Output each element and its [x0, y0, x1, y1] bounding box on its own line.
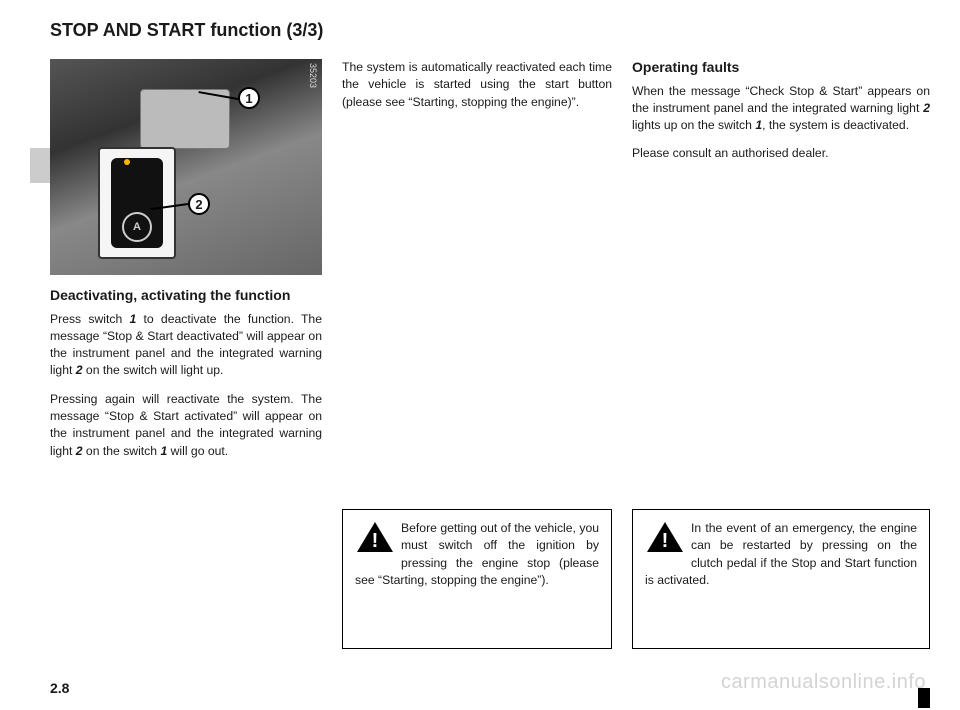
left-para-2: Pressing again will reactivate the syste…	[50, 391, 322, 460]
right-para-2: Please consult an authorised dealer.	[632, 145, 930, 162]
ref-2: 2	[923, 101, 930, 115]
dash-panel	[140, 89, 230, 149]
svg-text:!: !	[662, 530, 669, 552]
image-number: 35203	[308, 63, 318, 88]
warning-box-ignition: ! Before getting out of the vehicle, you…	[342, 509, 612, 649]
content-columns: 35203 1 2 Deactivating, activating the f…	[50, 59, 930, 649]
page-number: 2.8	[50, 680, 69, 696]
warning-box-emergency: ! In the event of an emer­gency, the eng…	[632, 509, 930, 649]
text: on the switch	[83, 444, 161, 458]
callout-2: 2	[188, 193, 210, 215]
ref-2: 2	[76, 444, 83, 458]
crop-mark	[918, 688, 930, 708]
watermark: carmanualsonline.info	[721, 671, 926, 694]
column-right: Operating faults When the message “Check…	[632, 59, 930, 649]
page-title: STOP AND START function (3/3)	[50, 20, 930, 41]
ref-2: 2	[76, 363, 83, 377]
switch-warning-light	[124, 159, 130, 165]
stop-start-icon	[122, 212, 152, 242]
right-para-1: When the message “Check Stop & Start” ap…	[632, 83, 930, 135]
text: When the message “Check Stop & Start” ap…	[632, 84, 930, 115]
column-left: 35203 1 2 Deactivating, activating the f…	[50, 59, 322, 649]
warning-triangle-icon: !	[355, 520, 395, 556]
text: will go out.	[167, 444, 228, 458]
text: Press switch	[50, 312, 130, 326]
column-middle: The system is automatically reactivated …	[342, 59, 612, 649]
section-tab	[30, 148, 50, 183]
mid-para-1: The system is automatically reactivated …	[342, 59, 612, 111]
warning-triangle-icon: !	[645, 520, 685, 556]
manual-page: STOP AND START function (3/3) 35203 1 2 …	[0, 0, 960, 710]
callout-1: 1	[238, 87, 260, 109]
text: lights up on the switch	[632, 118, 755, 132]
dashboard-figure: 35203 1 2	[50, 59, 322, 275]
text: on the switch will light up.	[83, 363, 224, 377]
stop-start-switch	[111, 158, 163, 248]
switch-inset	[98, 147, 176, 259]
left-para-1: Press switch 1 to deactivate the func­ti…	[50, 311, 322, 380]
right-subhead: Operating faults	[632, 59, 930, 77]
left-subhead: Deactivating, activating the function	[50, 287, 322, 305]
text: , the system is deac­tivated.	[762, 118, 909, 132]
svg-text:!: !	[372, 530, 379, 552]
warning-text: In the event of an emer­gency, the engin…	[645, 521, 917, 587]
